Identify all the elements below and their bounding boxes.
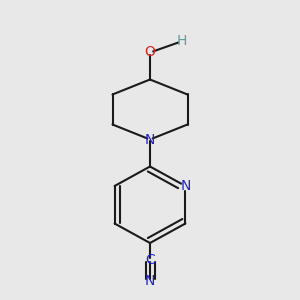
Text: O: O xyxy=(145,46,155,59)
Text: N: N xyxy=(180,179,190,193)
Text: H: H xyxy=(176,34,187,48)
Text: N: N xyxy=(145,133,155,146)
Text: N: N xyxy=(145,274,155,288)
Text: C: C xyxy=(145,253,155,266)
